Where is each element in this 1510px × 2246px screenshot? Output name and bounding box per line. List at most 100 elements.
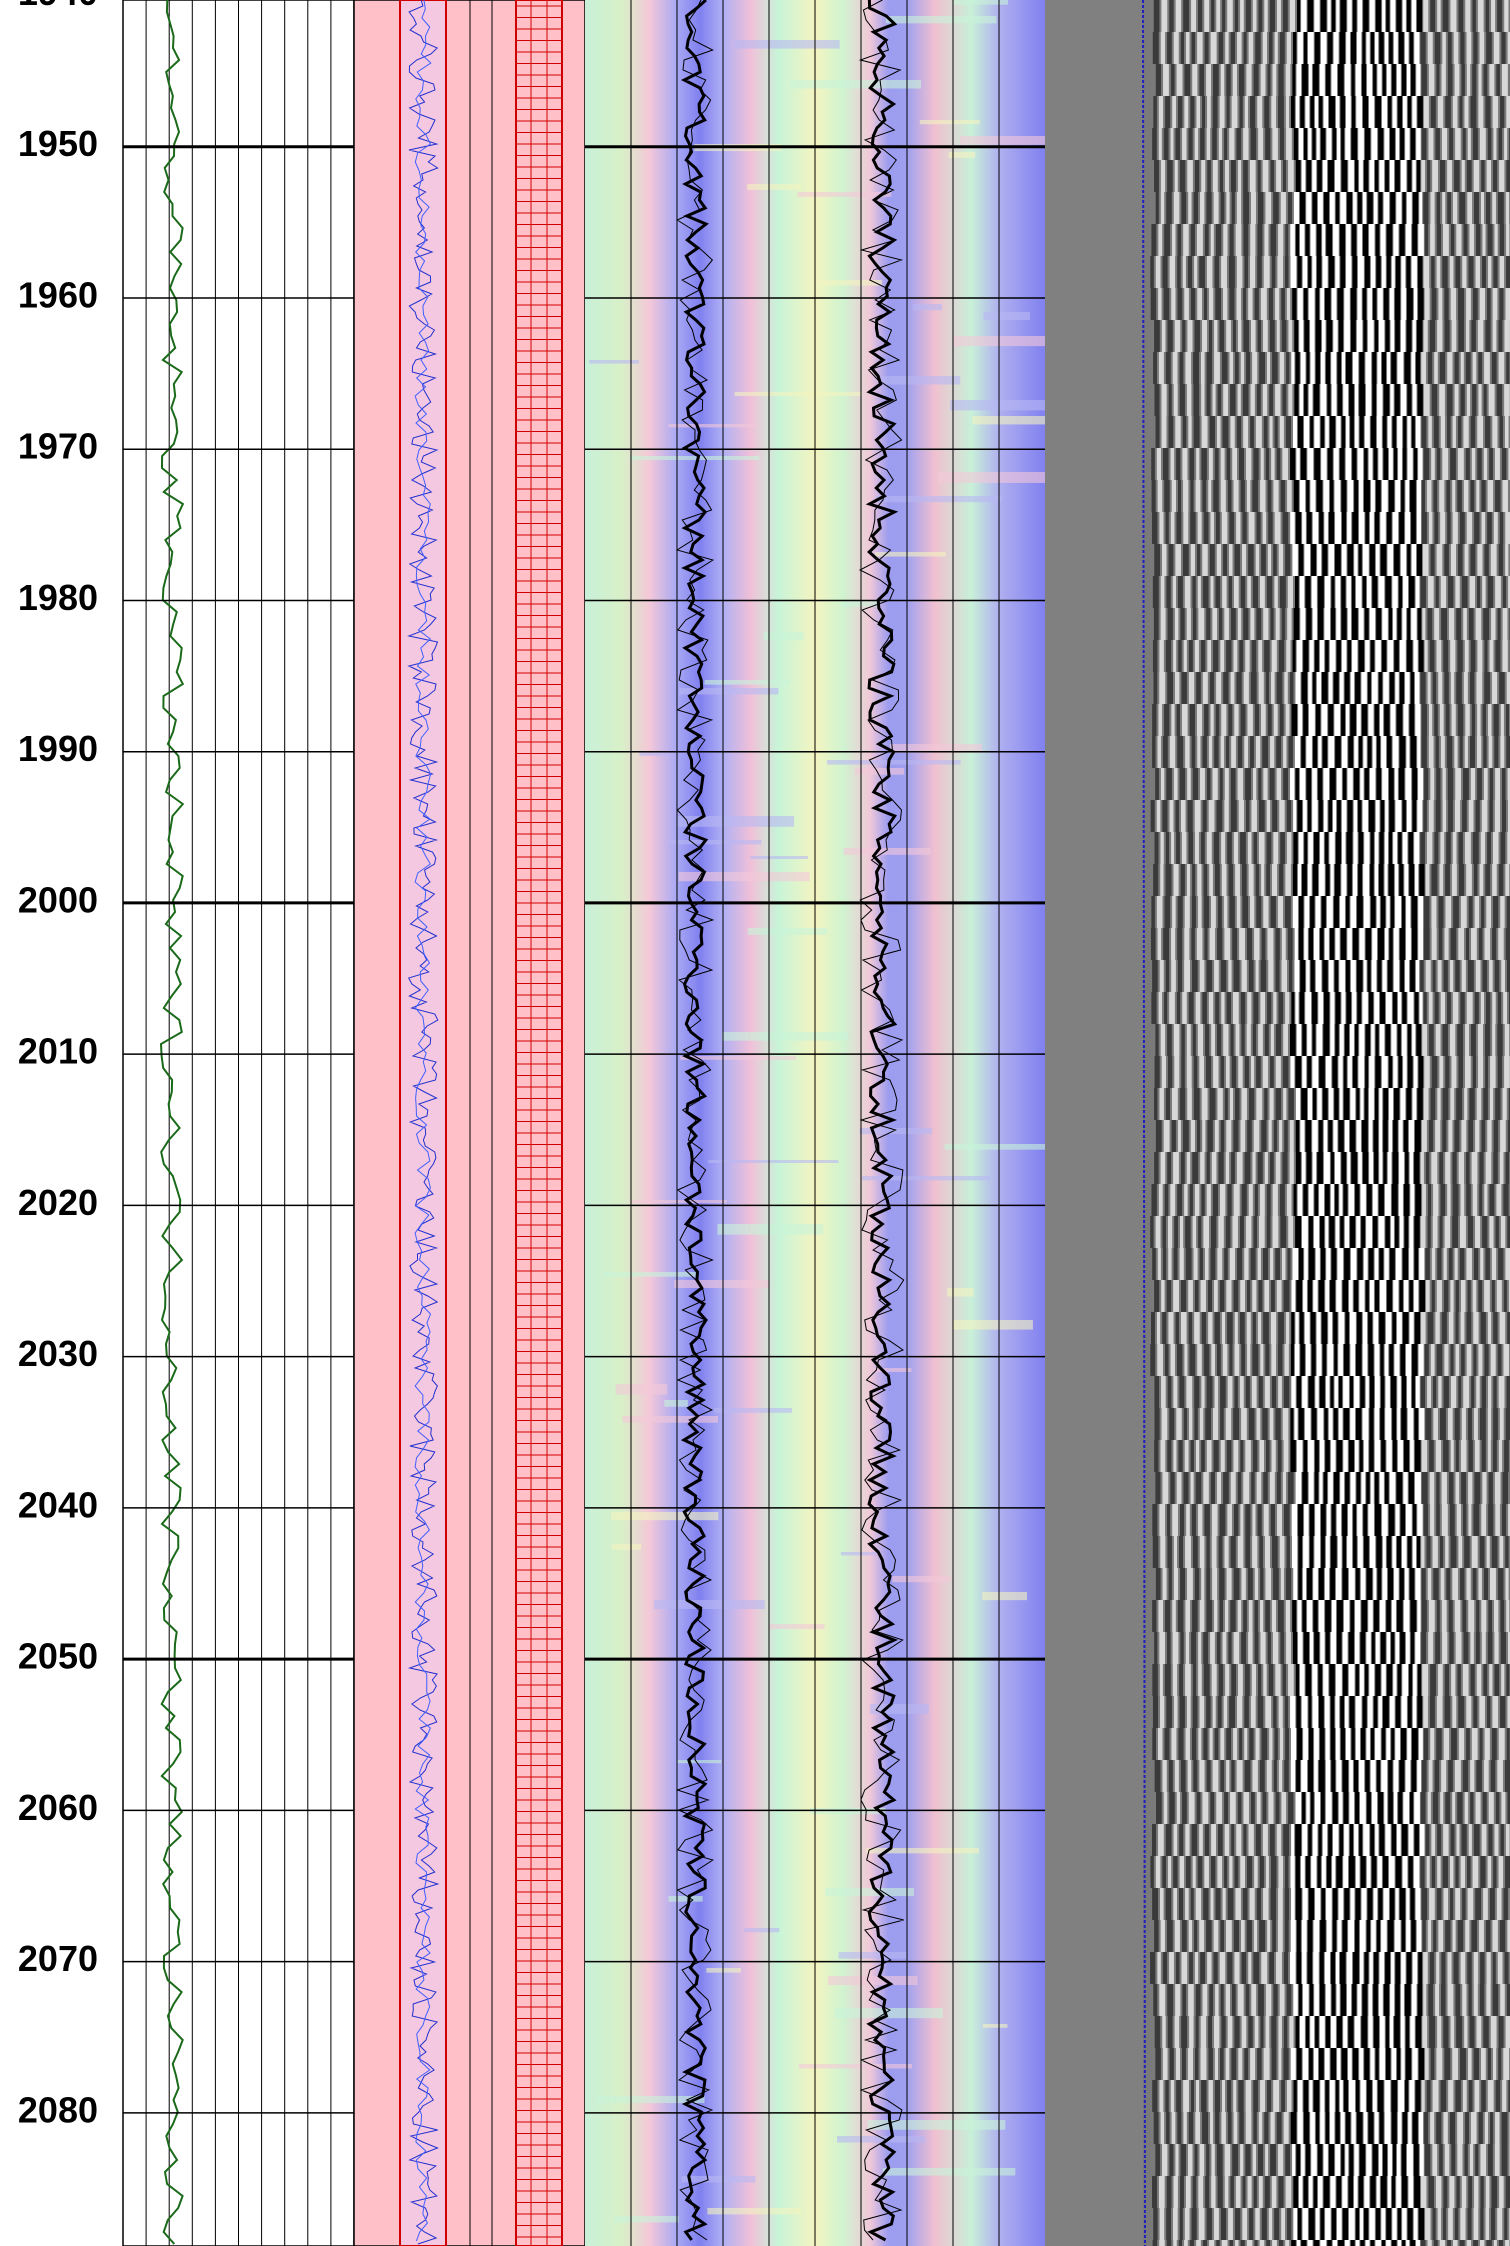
stripe bbox=[1421, 128, 1427, 160]
stripe bbox=[1243, 192, 1249, 224]
stripe bbox=[1437, 1088, 1441, 1120]
image-texture bbox=[827, 760, 961, 765]
stripe bbox=[1290, 1344, 1294, 1376]
stripe bbox=[1355, 1568, 1360, 1600]
stripe bbox=[1318, 2048, 1324, 2080]
stripe bbox=[1221, 2080, 1226, 2112]
stripe bbox=[1208, 992, 1214, 1024]
stripe bbox=[1224, 1824, 1230, 1856]
stripe bbox=[1428, 2176, 1434, 2208]
stripe bbox=[1408, 576, 1415, 608]
stripe bbox=[1449, 1632, 1454, 1664]
stripe bbox=[1419, 1824, 1425, 1856]
stripe bbox=[1173, 1152, 1179, 1184]
stripe bbox=[1389, 288, 1394, 320]
stripe bbox=[1162, 736, 1168, 768]
stripe bbox=[1374, 512, 1380, 544]
stripe bbox=[1432, 1216, 1438, 1248]
stripe bbox=[1225, 1152, 1230, 1184]
stripe bbox=[1499, 1536, 1504, 1568]
stripe bbox=[1324, 1568, 1330, 1600]
stripe bbox=[1485, 864, 1491, 896]
stripe bbox=[1431, 448, 1435, 480]
image-texture bbox=[615, 1384, 668, 1395]
stripe bbox=[1158, 288, 1162, 320]
stripe bbox=[1506, 1600, 1510, 1632]
stripe bbox=[1477, 416, 1484, 448]
stripe bbox=[1352, 1984, 1357, 2016]
stripe bbox=[1219, 608, 1223, 640]
stripe bbox=[1218, 1152, 1224, 1184]
stripe bbox=[1254, 288, 1259, 320]
stripe bbox=[1341, 512, 1347, 544]
stripe bbox=[1179, 1664, 1184, 1696]
stripe bbox=[1415, 960, 1420, 992]
stripe bbox=[1328, 1472, 1333, 1504]
stripe bbox=[1488, 1472, 1493, 1504]
stripe bbox=[1300, 1344, 1305, 1376]
stripe bbox=[1296, 1376, 1302, 1408]
stripe bbox=[1322, 1824, 1328, 1856]
stripe bbox=[1250, 896, 1255, 928]
stripe bbox=[1334, 864, 1341, 896]
stripe bbox=[1361, 1120, 1368, 1152]
stripe bbox=[1317, 544, 1322, 576]
stripe bbox=[1306, 1792, 1310, 1824]
stripe bbox=[1226, 1280, 1232, 1312]
stripe bbox=[1465, 352, 1471, 384]
stripe bbox=[1463, 416, 1469, 448]
stripe bbox=[1366, 1920, 1371, 1952]
stripe bbox=[1333, 1120, 1338, 1152]
stripe bbox=[1167, 1216, 1173, 1248]
stripe bbox=[1472, 384, 1477, 416]
stripe bbox=[1384, 1184, 1391, 1216]
stripe bbox=[1176, 448, 1181, 480]
stripe bbox=[1178, 1440, 1183, 1472]
stripe bbox=[1261, 928, 1266, 960]
stripe bbox=[1174, 1760, 1179, 1792]
stripe bbox=[1285, 544, 1291, 576]
stripe bbox=[1390, 384, 1394, 416]
stripe bbox=[1448, 2080, 1454, 2112]
stripe bbox=[1482, 1216, 1488, 1248]
stripe bbox=[1352, 928, 1359, 960]
stripe bbox=[1228, 960, 1232, 992]
stripe bbox=[1446, 832, 1451, 864]
stripe bbox=[1172, 1632, 1179, 1664]
stripe bbox=[1472, 352, 1477, 384]
stripe bbox=[1460, 896, 1467, 928]
stripe bbox=[1325, 1280, 1330, 1312]
depth-label: 2020 bbox=[18, 1182, 98, 1223]
stripe bbox=[1415, 1632, 1421, 1664]
stripe bbox=[1295, 992, 1299, 1024]
stripe bbox=[1340, 192, 1346, 224]
stripe bbox=[1306, 768, 1312, 800]
stripe bbox=[1452, 192, 1458, 224]
stripe bbox=[1303, 1440, 1308, 1472]
stripe bbox=[1369, 1536, 1376, 1568]
stripe bbox=[1354, 1632, 1360, 1664]
stripe bbox=[1256, 1792, 1261, 1824]
stripe bbox=[1370, 416, 1376, 448]
stripe bbox=[1245, 0, 1251, 32]
stripe bbox=[1267, 480, 1272, 512]
stripe bbox=[1442, 448, 1449, 480]
stripe bbox=[1492, 96, 1499, 128]
stripe bbox=[1486, 1984, 1491, 2016]
stripe bbox=[1350, 288, 1357, 320]
stripe bbox=[1328, 512, 1335, 544]
stripe bbox=[1154, 1280, 1160, 1312]
stripe bbox=[1181, 800, 1186, 832]
stripe bbox=[1162, 1216, 1166, 1248]
stripe bbox=[1371, 960, 1377, 992]
stripe bbox=[1479, 288, 1486, 320]
stripe bbox=[1333, 1472, 1340, 1504]
stripe bbox=[1269, 1152, 1274, 1184]
stripe bbox=[1287, 576, 1293, 608]
stripe bbox=[1257, 192, 1264, 224]
stripe bbox=[1355, 2240, 1360, 2246]
stripe bbox=[1424, 288, 1430, 320]
stripe bbox=[1276, 672, 1283, 704]
stripe bbox=[1360, 1632, 1366, 1664]
stripe bbox=[1385, 2048, 1391, 2080]
